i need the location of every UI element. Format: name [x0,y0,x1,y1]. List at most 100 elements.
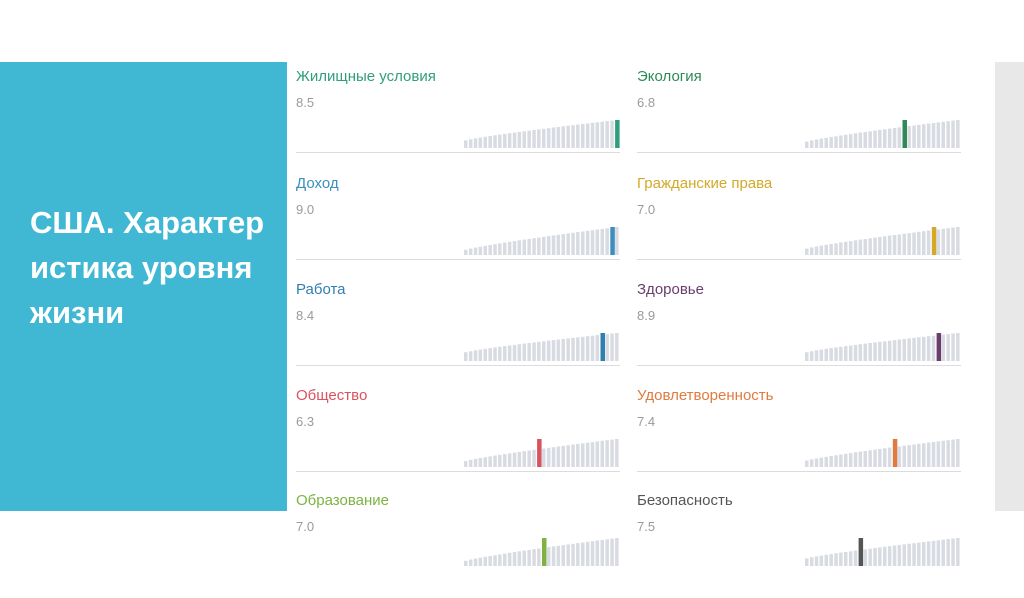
distribution-bar [931,540,936,566]
distribution-bar [473,138,478,148]
distribution-bar [488,348,492,361]
distribution-bar [600,121,604,148]
distribution-bar [936,229,941,255]
distribution-bar [542,128,546,148]
distribution-bar [537,129,541,148]
metric-divider [637,259,961,260]
distribution-bar [546,128,551,148]
distribution-bar [571,444,575,467]
distribution-bar [834,347,838,361]
distribution-bar [571,125,575,148]
distribution-bar [581,124,585,148]
distribution-chart [464,439,619,467]
metric-value: 7.4 [637,414,656,429]
distribution-bar [551,447,556,467]
distribution-bar [931,442,936,467]
distribution-bar [883,546,887,566]
distribution-bar [946,539,950,566]
distribution-chart [805,333,960,361]
distribution-bar [566,125,570,148]
distribution-bar [571,337,575,361]
distribution-bar [868,343,872,361]
distribution-bar [839,135,843,148]
distribution-bar [907,126,911,148]
distribution-bar [473,350,478,361]
metric-divider [296,365,620,366]
distribution-bar [946,440,950,467]
distribution-bar [590,442,595,467]
distribution-bar [868,450,872,467]
metric-value: 6.3 [296,414,315,429]
distribution-bar [883,236,887,255]
distribution-bar [576,232,580,255]
distribution-bar [605,334,609,361]
metric-value: 7.0 [296,519,315,534]
distribution-bar [498,454,502,467]
distribution-bar [512,132,517,148]
distribution-bar [805,248,809,255]
distribution-bar [951,538,955,566]
distribution-bar [892,128,897,148]
distribution-bar [605,440,609,467]
distribution-bar [532,238,536,255]
distribution-bar [464,560,468,566]
metric-card: Доход 9.0 [296,175,626,281]
distribution-bar [887,447,892,467]
distribution-bar [556,446,561,467]
distribution-bar [464,140,468,148]
distribution-bar [566,233,570,255]
distribution-bar [814,350,819,361]
metric-label: Безопасность [637,492,733,509]
distribution-bar [522,239,526,255]
distribution-bar [917,124,921,148]
distribution-bar [912,444,916,467]
distribution-bar [922,124,926,148]
distribution-bar [493,135,497,148]
distribution-bar [488,556,492,566]
distribution-bar [858,344,863,361]
distribution-bar [941,539,945,566]
metric-label: Общество [296,387,368,404]
distribution-bar [507,453,512,467]
distribution-bar [610,439,614,467]
distribution-bar [527,343,531,361]
metric-label: Здоровье [637,281,704,298]
highlight-bar [892,439,898,467]
distribution-bar [907,233,911,255]
distribution-bar [561,445,565,467]
distribution-bar [892,235,897,255]
distribution-bar [600,539,604,566]
distribution-bar [844,551,848,566]
distribution-bar [595,229,600,255]
distribution-bar [873,130,877,148]
distribution-bar [561,126,565,148]
distribution-bar [473,458,478,467]
distribution-bar [883,129,887,148]
distribution-bar [902,544,906,566]
distribution-bar [887,546,892,566]
distribution-bar [926,442,931,467]
distribution-bar [844,134,848,148]
metric-divider [637,365,961,366]
distribution-bar [478,557,483,566]
distribution-bar [878,547,882,566]
distribution-bar [566,445,570,467]
distribution-bar [551,127,556,148]
distribution-bar [922,542,926,566]
distribution-bar [478,349,483,361]
distribution-bar [507,345,512,361]
distribution-bar [503,553,507,566]
distribution-bar [863,132,867,148]
distribution-bar [917,231,921,255]
distribution-bar [498,554,502,566]
metric-label: Образование [296,492,389,509]
metric-card: Гражданские права 7.0 [637,175,967,281]
distribution-bar [819,349,824,361]
metric-value: 9.0 [296,202,315,217]
distribution-bar [556,126,561,148]
distribution-bar [912,232,916,255]
distribution-bar [576,337,580,361]
distribution-bar [917,443,921,467]
distribution-bar [887,235,892,255]
metric-divider [637,152,961,153]
